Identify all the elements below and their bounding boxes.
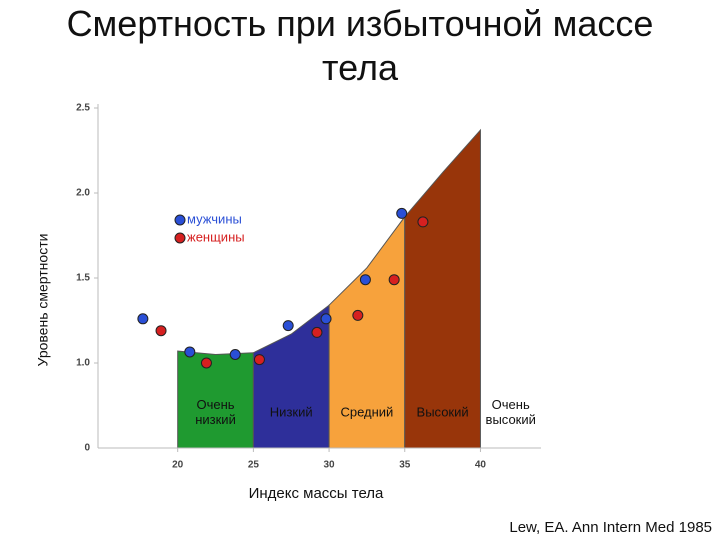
legend-marker: [174, 232, 186, 244]
data-point: [253, 354, 265, 366]
data-point: [417, 216, 429, 228]
data-point: [388, 274, 400, 286]
data-point: [184, 346, 196, 358]
data-point: [282, 320, 294, 332]
data-point: [155, 325, 167, 337]
chart-title: Смертность при избыточной массе тела: [66, 3, 654, 88]
y-tick-label: 1.5: [76, 273, 90, 284]
legend-marker: [174, 214, 186, 226]
zone-label: Низкий: [269, 404, 313, 420]
x-tick-label: 20: [172, 460, 184, 471]
legend-label: женщины: [187, 229, 245, 244]
data-point: [200, 357, 212, 369]
zone-label: Высокий: [416, 404, 469, 420]
y-tick-label: 1.0: [76, 358, 90, 369]
zone-label: Очень низкий: [195, 397, 236, 427]
x-tick-label: 30: [324, 460, 336, 471]
y-tick-label: 2.5: [76, 103, 90, 114]
zone-label: Очень высокий: [485, 397, 536, 427]
zone-label: Средний: [340, 404, 394, 420]
data-point: [229, 349, 241, 360]
data-point: [352, 309, 364, 321]
y-axis-label: Уровень смертности: [35, 234, 51, 367]
x-tick-label: 35: [399, 460, 411, 471]
x-tick-label: 25: [248, 460, 260, 471]
data-point: [320, 313, 332, 325]
y-tick-label: 2.0: [76, 188, 90, 199]
source-note: Lew, EA. Ann Intern Med 1985: [509, 519, 712, 536]
data-point: [137, 313, 149, 325]
x-tick-label: 40: [475, 460, 487, 471]
data-point: [396, 207, 408, 219]
data-point: [359, 274, 371, 286]
zone-area: [404, 128, 481, 449]
legend-label: мужчины: [187, 211, 242, 226]
y-origin-label: 0: [84, 443, 90, 454]
x-axis-label: Индекс массы тела: [249, 485, 384, 502]
data-point: [311, 326, 323, 338]
